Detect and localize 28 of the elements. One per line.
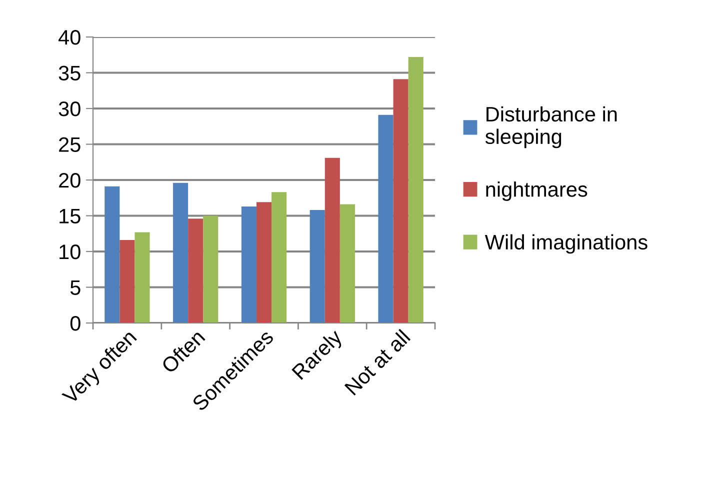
- legend-label: nightmares: [486, 182, 588, 201]
- y-tick-label: 30: [58, 102, 80, 116]
- bar: [393, 79, 408, 323]
- bar: [173, 182, 188, 323]
- y-tick-label: 20: [59, 173, 80, 188]
- legend-label: Wild imaginations: [484, 234, 648, 254]
- bar: [378, 114, 394, 323]
- bar: [324, 158, 340, 323]
- x-tick-label: Not at all: [344, 328, 411, 396]
- y-tick-label: 5: [70, 280, 80, 296]
- bar: [203, 216, 218, 323]
- bar: [272, 192, 287, 323]
- y-tick-label: 15: [60, 208, 80, 224]
- bar: [188, 218, 204, 323]
- bar: [340, 204, 355, 323]
- y-tick-label: 10: [60, 244, 80, 260]
- bar: [120, 240, 135, 323]
- bar: [134, 232, 150, 323]
- bar: [310, 210, 325, 323]
- bar: [408, 57, 424, 323]
- y-tick-label: 0: [70, 316, 80, 331]
- bar: [104, 186, 120, 323]
- legend-label: Disturbance in sleeping: [485, 106, 617, 148]
- bar: [256, 202, 272, 323]
- y-tick-label: 40: [58, 30, 80, 45]
- y-tick-label: 25: [59, 137, 80, 152]
- y-tick-label: 35: [58, 66, 80, 81]
- bar: [241, 206, 256, 323]
